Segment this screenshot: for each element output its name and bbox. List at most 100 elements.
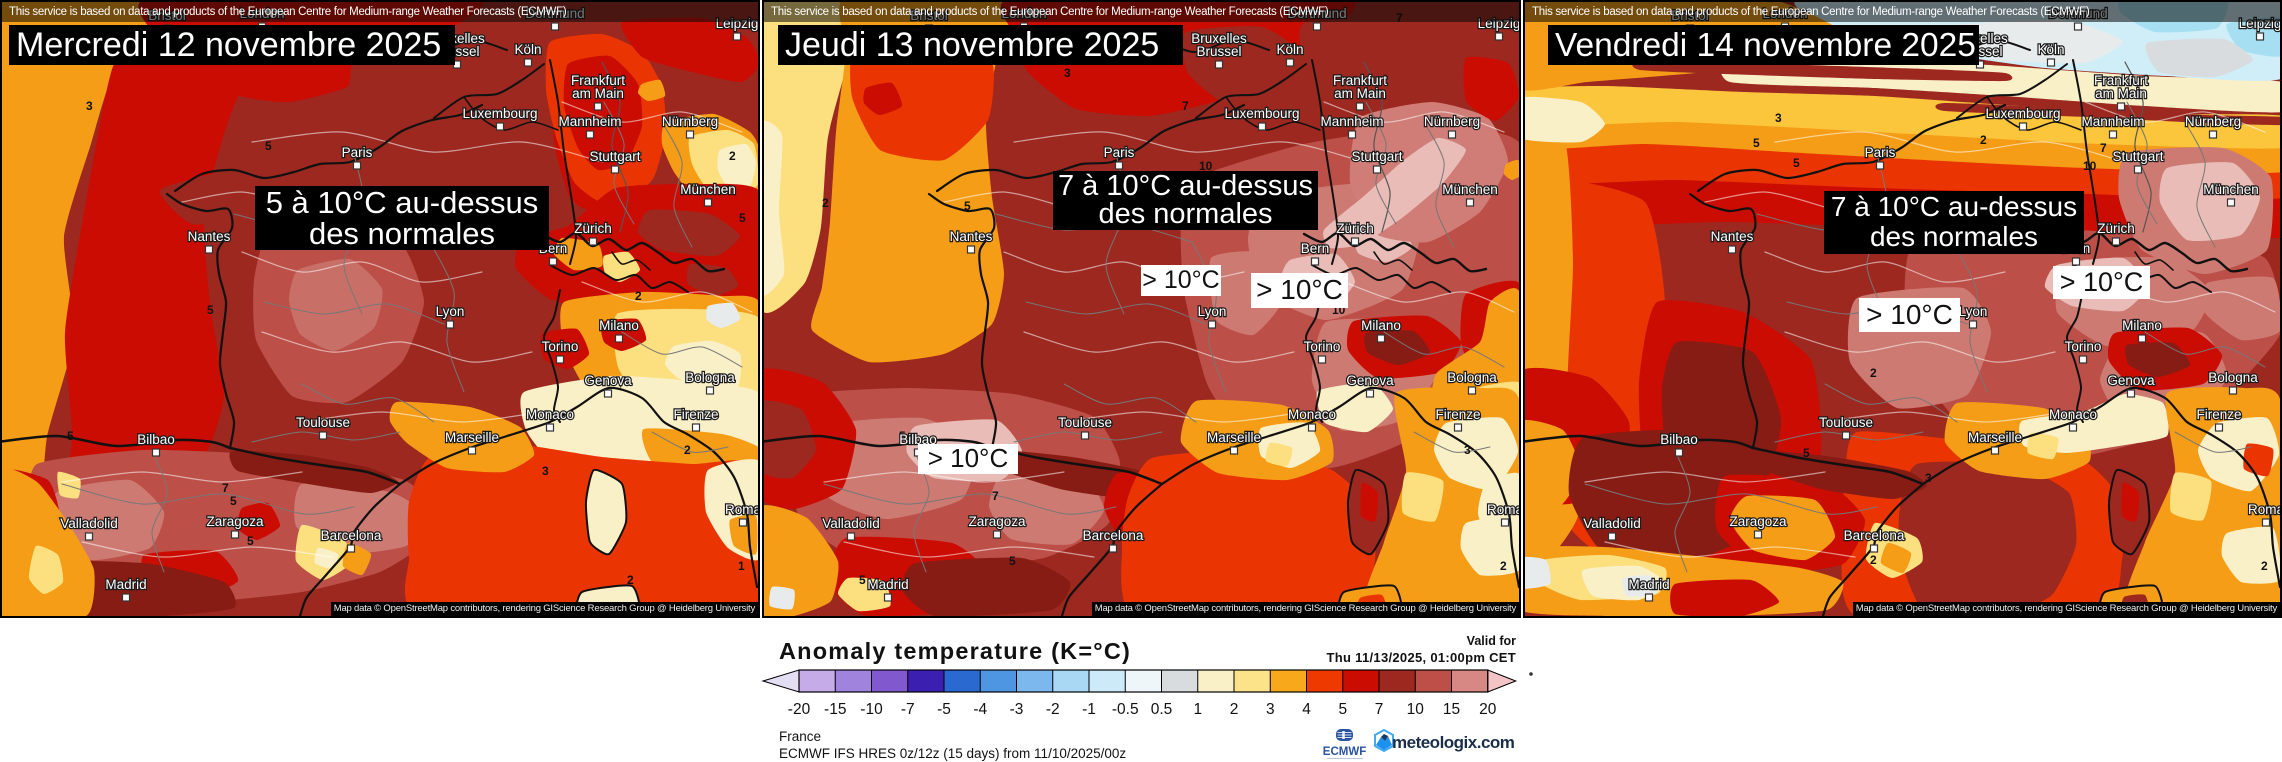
svg-text:3: 3 — [1925, 471, 1932, 485]
svg-text:Paris: Paris — [1865, 145, 1896, 160]
svg-text:2: 2 — [627, 573, 634, 587]
svg-text:2: 2 — [1870, 553, 1877, 567]
svg-text:Valladolid: Valladolid — [822, 516, 880, 531]
svg-text:5: 5 — [964, 199, 971, 213]
svg-text:Bologna: Bologna — [1447, 370, 1497, 385]
svg-text:Torino: Torino — [2065, 339, 2102, 354]
svg-text:Bilbao: Bilbao — [1660, 432, 1698, 447]
svg-text:2: 2 — [1870, 366, 1877, 380]
svg-text:Milano: Milano — [2122, 318, 2162, 333]
svg-text:5: 5 — [859, 573, 866, 587]
svg-text:Monaco: Monaco — [2049, 407, 2097, 422]
svg-text:5: 5 — [1338, 701, 1347, 718]
svg-text:Bologna: Bologna — [2208, 370, 2258, 385]
svg-text:München: München — [1442, 182, 1498, 197]
svg-text:3: 3 — [1266, 701, 1275, 718]
svg-text:2: 2 — [729, 149, 736, 163]
svg-text:Madrid: Madrid — [867, 577, 908, 592]
svg-text:Firenze: Firenze — [1435, 407, 1480, 422]
svg-text:Madrid: Madrid — [1628, 577, 1669, 592]
svg-text:Genova: Genova — [1346, 373, 1394, 388]
svg-text:Barcelona: Barcelona — [321, 528, 382, 543]
svg-text:Stuttgart: Stuttgart — [2112, 149, 2163, 164]
svg-text:5: 5 — [1793, 156, 1800, 170]
svg-text:Firenze: Firenze — [2196, 407, 2241, 422]
svg-text:meteologix.com: meteologix.com — [1392, 733, 1515, 752]
svg-text:7: 7 — [1375, 701, 1384, 718]
svg-text:-2: -2 — [1046, 701, 1060, 718]
svg-text:Firenze: Firenze — [673, 407, 718, 422]
svg-text:Barcelona: Barcelona — [1844, 528, 1905, 543]
svg-text:Toulouse: Toulouse — [296, 415, 350, 430]
svg-text:Frankfurt: Frankfurt — [2094, 73, 2148, 88]
svg-text:3: 3 — [1064, 66, 1071, 80]
svg-text:Lyon: Lyon — [1198, 304, 1227, 319]
svg-text:1: 1 — [738, 559, 745, 573]
svg-text:Toulouse: Toulouse — [1058, 415, 1112, 430]
svg-text:5: 5 — [1753, 136, 1760, 150]
svg-text:Torino: Torino — [1304, 339, 1341, 354]
svg-text:Zürich: Zürich — [2097, 221, 2135, 236]
svg-text:Barcelona: Barcelona — [1083, 528, 1144, 543]
svg-text:20: 20 — [1479, 701, 1497, 718]
svg-text:Milano: Milano — [1361, 318, 1401, 333]
svg-text:Torino: Torino — [542, 339, 579, 354]
svg-text:am Main: am Main — [1334, 86, 1386, 101]
svg-text:5: 5 — [230, 494, 237, 508]
svg-text:am Main: am Main — [572, 86, 624, 101]
svg-text:Nantes: Nantes — [1711, 229, 1754, 244]
svg-text:Mannheim: Mannheim — [2081, 114, 2144, 129]
svg-text:3: 3 — [86, 99, 93, 113]
svg-text:Monaco: Monaco — [526, 407, 574, 422]
svg-text:2: 2 — [684, 443, 691, 457]
svg-text:Toulouse: Toulouse — [1819, 415, 1873, 430]
svg-text:7: 7 — [992, 489, 999, 503]
svg-text:4: 4 — [1302, 701, 1311, 718]
svg-text:Luxembourg: Luxembourg — [462, 106, 537, 121]
svg-text:München: München — [2203, 182, 2259, 197]
svg-text:0.5: 0.5 — [1151, 701, 1173, 718]
svg-text:2: 2 — [1980, 133, 1987, 147]
svg-text:Zaragoza: Zaragoza — [1729, 514, 1787, 529]
svg-text:-15: -15 — [824, 701, 846, 718]
svg-text:München: München — [680, 182, 736, 197]
svg-text:Paris: Paris — [342, 145, 373, 160]
svg-text:Madrid: Madrid — [105, 577, 146, 592]
svg-text:Mannheim: Mannheim — [558, 114, 621, 129]
svg-text:5: 5 — [739, 211, 746, 225]
svg-text:Zaragoza: Zaragoza — [206, 514, 264, 529]
svg-text:am Main: am Main — [2095, 86, 2147, 101]
svg-text:1: 1 — [1193, 701, 1202, 718]
svg-text:Genova: Genova — [2107, 373, 2155, 388]
svg-text:3: 3 — [542, 464, 549, 478]
svg-text:2: 2 — [2261, 559, 2268, 573]
svg-text:10: 10 — [2083, 159, 2097, 173]
svg-text:Marseille: Marseille — [445, 430, 499, 445]
svg-text:Nürnberg: Nürnberg — [2185, 114, 2241, 129]
svg-text:Luxembourg: Luxembourg — [1985, 106, 2060, 121]
svg-text:-1: -1 — [1082, 701, 1096, 718]
svg-text:Genova: Genova — [584, 373, 632, 388]
svg-text:Luxembourg: Luxembourg — [1224, 106, 1299, 121]
svg-text:Köln: Köln — [2037, 42, 2064, 57]
svg-text:Valladolid: Valladolid — [60, 516, 118, 531]
svg-text:3: 3 — [1775, 111, 1782, 125]
svg-text:2: 2 — [1230, 701, 1239, 718]
svg-text:Bern: Bern — [1301, 241, 1330, 256]
svg-text:7: 7 — [2100, 141, 2107, 155]
svg-text:10: 10 — [1199, 159, 1213, 173]
svg-text:5: 5 — [265, 139, 272, 153]
svg-text:2: 2 — [1500, 559, 1507, 573]
svg-text:Marseille: Marseille — [1207, 430, 1261, 445]
svg-text:2: 2 — [822, 196, 829, 210]
svg-text:-10: -10 — [860, 701, 883, 718]
svg-text:Stuttgart: Stuttgart — [1351, 149, 1402, 164]
svg-text:Zürich: Zürich — [574, 221, 612, 236]
svg-text:Stuttgart: Stuttgart — [589, 149, 640, 164]
svg-text:Monaco: Monaco — [1288, 407, 1336, 422]
svg-text:Lyon: Lyon — [1959, 304, 1988, 319]
svg-text:Brussel: Brussel — [1196, 44, 1241, 59]
svg-text:ECMWF: ECMWF — [1323, 746, 1366, 758]
svg-text:Zaragoza: Zaragoza — [968, 514, 1026, 529]
svg-text:-4: -4 — [973, 701, 987, 718]
